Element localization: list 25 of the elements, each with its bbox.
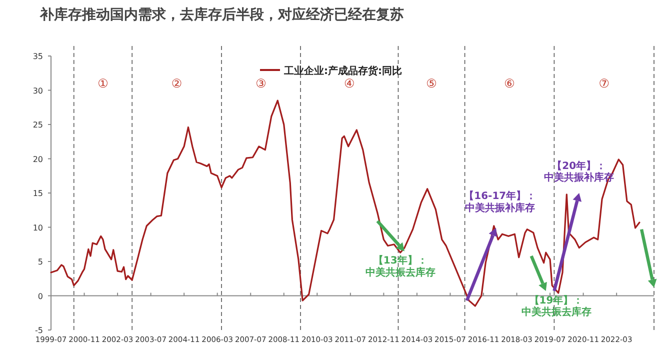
annotation: 中美共振去库存 [365, 267, 436, 278]
y-tick-label: 30 [32, 86, 43, 96]
annotation: ⑦ [598, 76, 610, 90]
annotation: 【16-17年】： [464, 191, 536, 202]
annotation: 【19年】： [529, 295, 584, 306]
annotation: ④ [344, 76, 355, 90]
annotation: ① [98, 76, 108, 90]
title: 补库存推动国内需求，去库存后半段，对应经济已经在复苏 [40, 7, 404, 23]
annotation: 【13年】： [373, 256, 428, 267]
y-tick-label: 25 [32, 120, 43, 130]
y-tick-label: -5 [35, 326, 43, 335]
y-tick-label: 0 [38, 292, 43, 301]
annotation: 中美共振补库存 [465, 202, 536, 214]
y-tick-label: 20 [32, 154, 43, 164]
annotation: ② [171, 76, 182, 90]
y-tick-label: 10 [32, 223, 43, 232]
y-tick-label: 35 [32, 52, 43, 61]
annotation: ⑥ [504, 76, 515, 90]
y-tick-label: 5 [38, 258, 43, 266]
annotation: 【20年】： [552, 161, 606, 172]
legend-label: 工业企业:产成品存货:同比 [283, 65, 402, 77]
annotation: 中美共振去库存 [521, 307, 592, 318]
annotation: ⑤ [426, 76, 437, 90]
annotation: ③ [256, 76, 266, 90]
y-tick-label: 15 [32, 189, 43, 198]
